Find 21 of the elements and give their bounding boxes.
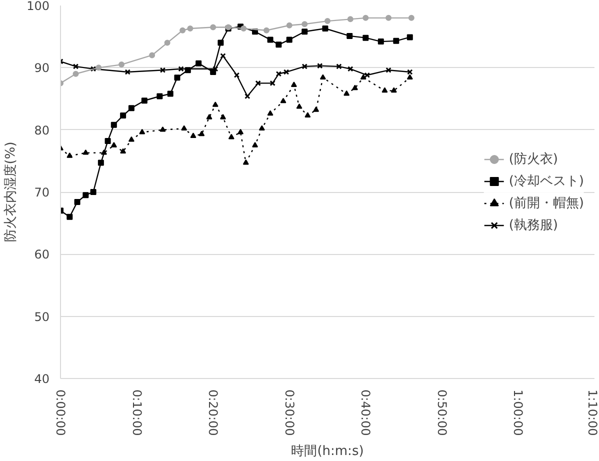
legend-label: (防火衣)	[508, 150, 558, 168]
y-tick-label: 90	[34, 61, 50, 76]
x-axis-title: 時間(h:m:s)	[291, 444, 364, 459]
legend-label: (執務服)	[508, 216, 558, 234]
y-tick-label: 70	[34, 186, 50, 200]
x-tick-label: 0:00:00	[54, 390, 68, 436]
legend-label: (前開・帽無)	[508, 194, 584, 212]
y-tick-label: 80	[34, 123, 50, 138]
x-tick-label: 1:00:00	[511, 390, 526, 436]
legend-label: (冷却ベスト)	[508, 172, 584, 190]
x-tick-label: 1:10:00	[586, 390, 599, 436]
y-tick-label: 100	[26, 0, 50, 13]
x-tick-label: 0:30:00	[282, 390, 296, 436]
y-axis-title: 防火衣内湿度(%)	[2, 142, 19, 242]
y-tick-label: 60	[34, 248, 50, 262]
x-tick-label: 0:40:00	[358, 390, 373, 436]
x-tick-label: 0:50:00	[434, 390, 449, 436]
x-tick-label: 0:20:00	[206, 390, 220, 436]
y-tick-label: 40	[34, 372, 50, 386]
y-tick-label: 50	[34, 310, 50, 324]
x-tick-label: 0:10:00	[130, 390, 144, 436]
